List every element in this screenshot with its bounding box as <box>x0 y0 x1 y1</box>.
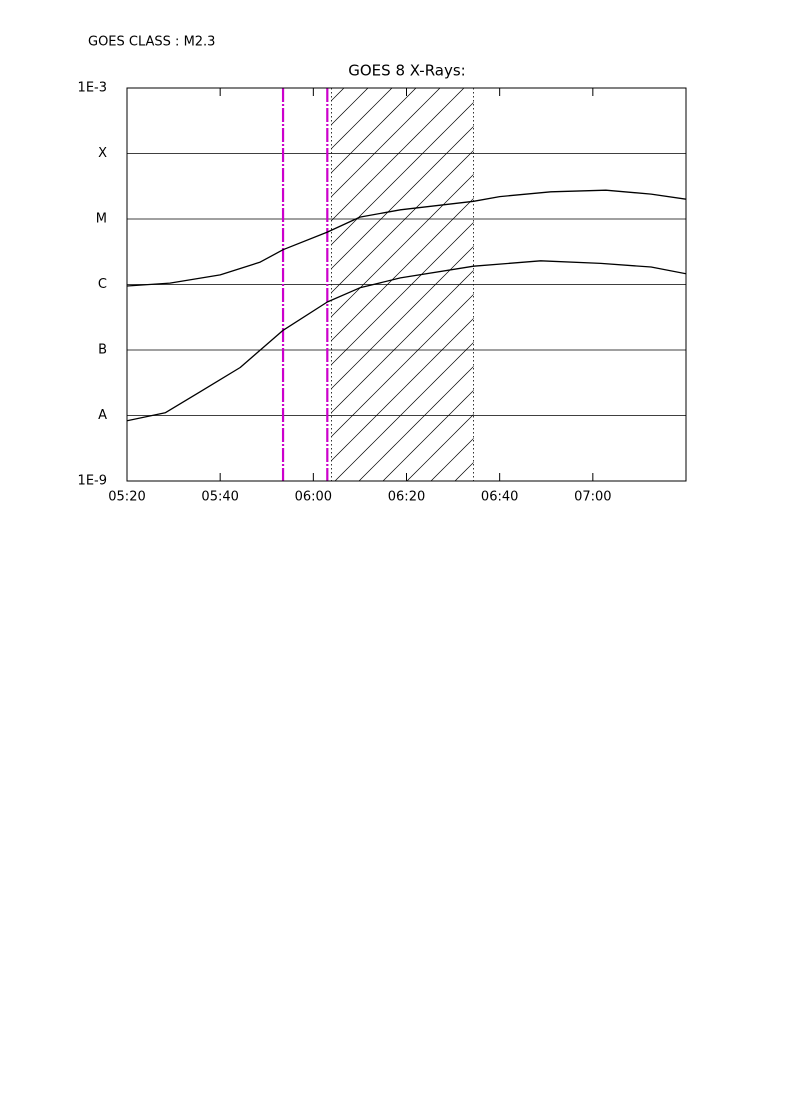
flux-line <box>127 189 686 287</box>
y-tick-label: C <box>98 277 107 292</box>
x-tick-label: 06:20 <box>388 490 425 505</box>
flux-line <box>127 260 686 422</box>
chart-title: GOES 8 X-Rays: <box>348 62 465 80</box>
y-tick-label: 1E-3 <box>78 81 107 96</box>
y-tick-label: 1E-9 <box>78 474 107 489</box>
class-label: GOES CLASS : M2.3 <box>88 35 215 50</box>
y-tick-label: M <box>96 212 107 227</box>
x-tick-label: 05:20 <box>108 490 145 505</box>
plot-area <box>127 88 686 481</box>
y-tick-label: X <box>98 146 107 161</box>
y-tick-label: B <box>98 343 107 358</box>
y-tick-label: A <box>98 408 107 423</box>
x-tick-label: 07:00 <box>574 490 611 505</box>
x-tick-label: 05:40 <box>201 490 238 505</box>
x-tick-label: 06:40 <box>481 490 518 505</box>
x-tick-label: 06:00 <box>295 490 332 505</box>
